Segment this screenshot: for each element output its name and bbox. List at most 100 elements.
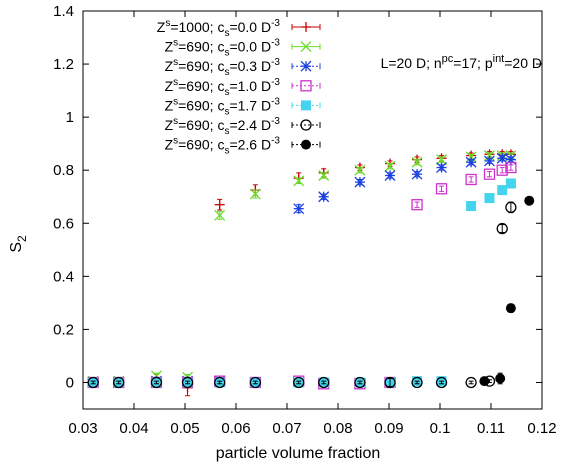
legend-label-unit: =0.0 D [229, 39, 271, 55]
data-point [505, 201, 517, 214]
marker-stroke [436, 162, 447, 174]
marker-shape [113, 376, 125, 389]
legend-label-unit: =2.4 D [229, 117, 271, 133]
x-tick-label: 0.03 [68, 420, 97, 437]
legend-label-z-sup: s [173, 136, 178, 147]
legend-label-unit: =2.6 D [229, 137, 271, 153]
data-point [411, 199, 423, 211]
legend-label: Zs=690; cs=1.0 D-3 [165, 77, 281, 98]
marker-shape [505, 201, 517, 213]
legend-label-cs-sub: s [224, 87, 229, 98]
marker-stroke [300, 41, 312, 53]
data-point [214, 198, 225, 211]
marker-shape [301, 139, 311, 150]
data-point [384, 160, 396, 172]
marker-stroke [465, 156, 477, 168]
marker-stroke [384, 170, 396, 181]
x-tick-label: 0.07 [272, 420, 301, 437]
legend-label: Zs=1000; cs=0.0 D-3 [157, 18, 281, 39]
legend-label-z: Z [157, 19, 166, 35]
data-point [354, 176, 366, 188]
marker-stroke [411, 168, 423, 180]
legend-label-z: Z [165, 78, 174, 94]
marker-shape [411, 376, 423, 389]
legend-label-cs-sub: s [224, 67, 229, 78]
marker-shape [505, 161, 517, 174]
x-tick-label: 0.08 [323, 420, 352, 437]
legend-label-cs: c [217, 39, 224, 55]
data-point [293, 203, 305, 215]
legend-label: Zs=690; cs=1.7 D-3 [165, 96, 281, 117]
legend-label-z-sup: s [165, 18, 170, 29]
data-point [496, 164, 508, 176]
marker-shape [435, 183, 448, 195]
annotation-part-4: int [493, 53, 505, 65]
y-axis-label: S2 [8, 235, 29, 253]
marker-shape [524, 195, 535, 206]
y-tick-label: 1.2 [53, 56, 74, 73]
data-point [496, 222, 508, 235]
data-point [505, 303, 516, 314]
data-point [249, 188, 261, 200]
data-point [484, 193, 495, 204]
data-point [318, 191, 330, 203]
marker-stroke [465, 151, 477, 163]
series-1 [88, 149, 516, 397]
series-4 [87, 161, 517, 390]
y-tick-label: 0.6 [53, 215, 74, 232]
data-point [384, 376, 396, 389]
marker-shape [411, 199, 423, 211]
marker-shape [150, 376, 163, 389]
data-point [524, 195, 535, 206]
marker-stroke [436, 154, 447, 166]
legend-label-cs: c [217, 137, 224, 153]
y-tick-label: 1 [66, 109, 74, 126]
marker-shape [497, 185, 508, 196]
data-point [87, 376, 99, 389]
x-tick-label: 0.06 [221, 420, 250, 437]
legend-label: Zs=690; cs=0.3 D-3 [165, 57, 281, 78]
data-point [465, 156, 477, 168]
y-tick-label: 0.2 [53, 321, 74, 338]
marker-stroke [214, 209, 226, 221]
legend-label-cs: c [217, 58, 224, 74]
legend-label-value: =690; [178, 97, 217, 113]
legend-label-z: Z [165, 97, 174, 113]
marker-stroke [300, 60, 312, 72]
marker-shape [435, 376, 448, 389]
series-2 [87, 150, 517, 387]
data-point [496, 152, 508, 164]
x-tick-label: 0.11 [477, 420, 505, 437]
data-point [436, 154, 447, 166]
data-point [436, 162, 447, 174]
series-7 [479, 195, 535, 387]
legend-label-z: Z [165, 117, 174, 133]
legend-label-value: =690; [178, 39, 217, 55]
marker-shape [484, 193, 495, 204]
data-point [249, 376, 262, 389]
legend-label-z: Z [165, 39, 174, 55]
legend: Zs=1000; cs=0.0 D-3Zs=690; cs=0.0 D-3Zs=… [157, 18, 321, 157]
marker-stroke [384, 160, 396, 172]
legend-entry: Zs=690; cs=1.0 D-3 [165, 77, 321, 98]
legend-label-z: Z [165, 58, 174, 74]
plot-frame [82, 10, 543, 410]
legend-entry: Zs=1000; cs=0.0 D-3 [157, 18, 321, 39]
legend-label-value: =690; [178, 78, 217, 94]
legend-label-unit-sup: -3 [271, 116, 280, 127]
data-point [479, 376, 490, 387]
data-point [435, 376, 448, 389]
series-5 [88, 178, 516, 388]
legend-label-z-sup: s [173, 116, 178, 127]
legend-label: Zs=690; cs=2.4 D-3 [165, 116, 281, 137]
legend-entry: Zs=690; cs=2.4 D-3 [165, 116, 321, 137]
legend-label-unit: =0.3 D [229, 58, 271, 74]
data-point [495, 372, 506, 385]
legend-label-z-sup: s [173, 57, 178, 68]
marker-stroke [484, 150, 495, 162]
annotation-part-5: =20 D [504, 55, 542, 71]
marker-shape [214, 376, 226, 389]
x-tick-label: 0.05 [170, 420, 199, 437]
legend-label-unit: =0.0 D [229, 19, 271, 35]
legend-label-cs-sub: s [224, 126, 229, 137]
